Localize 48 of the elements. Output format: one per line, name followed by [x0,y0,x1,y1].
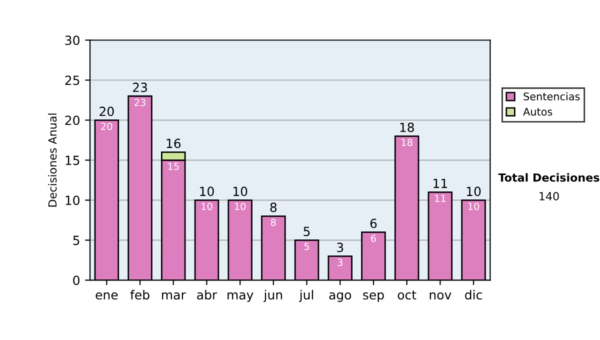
data-label: 8 [270,218,276,226]
total-label: 8 [270,202,277,212]
x-tick-label: oct [398,290,416,300]
total-label: 16 [166,138,181,148]
total-label: 20 [100,106,114,116]
data-label: 3 [338,258,342,266]
y-tick-label: 5 [73,236,80,246]
y-tick-label: 25 [65,76,80,86]
total-label: 3 [337,242,344,252]
x-tick-label: dic [465,290,482,300]
text: Total Decisiones [498,173,600,182]
total-label: 10 [200,186,214,196]
x-tick-label: may [228,292,254,302]
x-tick-label: ene [96,292,118,300]
x-tick-label: jun [264,290,282,302]
x-tick-label: mar [162,292,186,300]
x-tick-label: jul [299,290,314,302]
y-tick-label: 0 [73,276,80,286]
x-tick-label: sep [363,292,384,302]
data-label: 11 [435,194,446,202]
text: 140 [540,192,559,200]
x-tick-label: abr [197,290,218,300]
x-tick-label: ago [329,292,352,302]
total-label: 18 [400,122,414,132]
data-label: 10 [234,202,246,210]
x-tick-label: feb [130,290,150,300]
y-axis-title: Decisiones Anual [48,114,57,207]
y-tick-label: 30 [65,36,80,46]
total-label: 5 [304,226,310,236]
total-label: 10 [233,186,248,196]
legend-label: Autos [523,108,552,116]
total-label: 10 [466,186,481,196]
data-label: 10 [202,202,212,210]
data-label: 20 [101,122,112,130]
y-tick-label: 15 [66,156,80,166]
legend-label: Sentencias [524,92,580,100]
y-tick-label: 20 [65,116,80,126]
data-label: 6 [371,234,376,242]
data-label: 23 [134,98,146,106]
data-label: 10 [468,202,480,210]
data-label: 5 [304,242,310,250]
total-label: 23 [132,82,147,92]
data-label: 15 [168,162,179,170]
total-label: 11 [434,178,447,188]
x-tick-label: nov [430,292,452,300]
data-label: 18 [402,138,412,146]
total-label: 6 [370,218,377,228]
y-tick-label: 10 [66,196,80,206]
